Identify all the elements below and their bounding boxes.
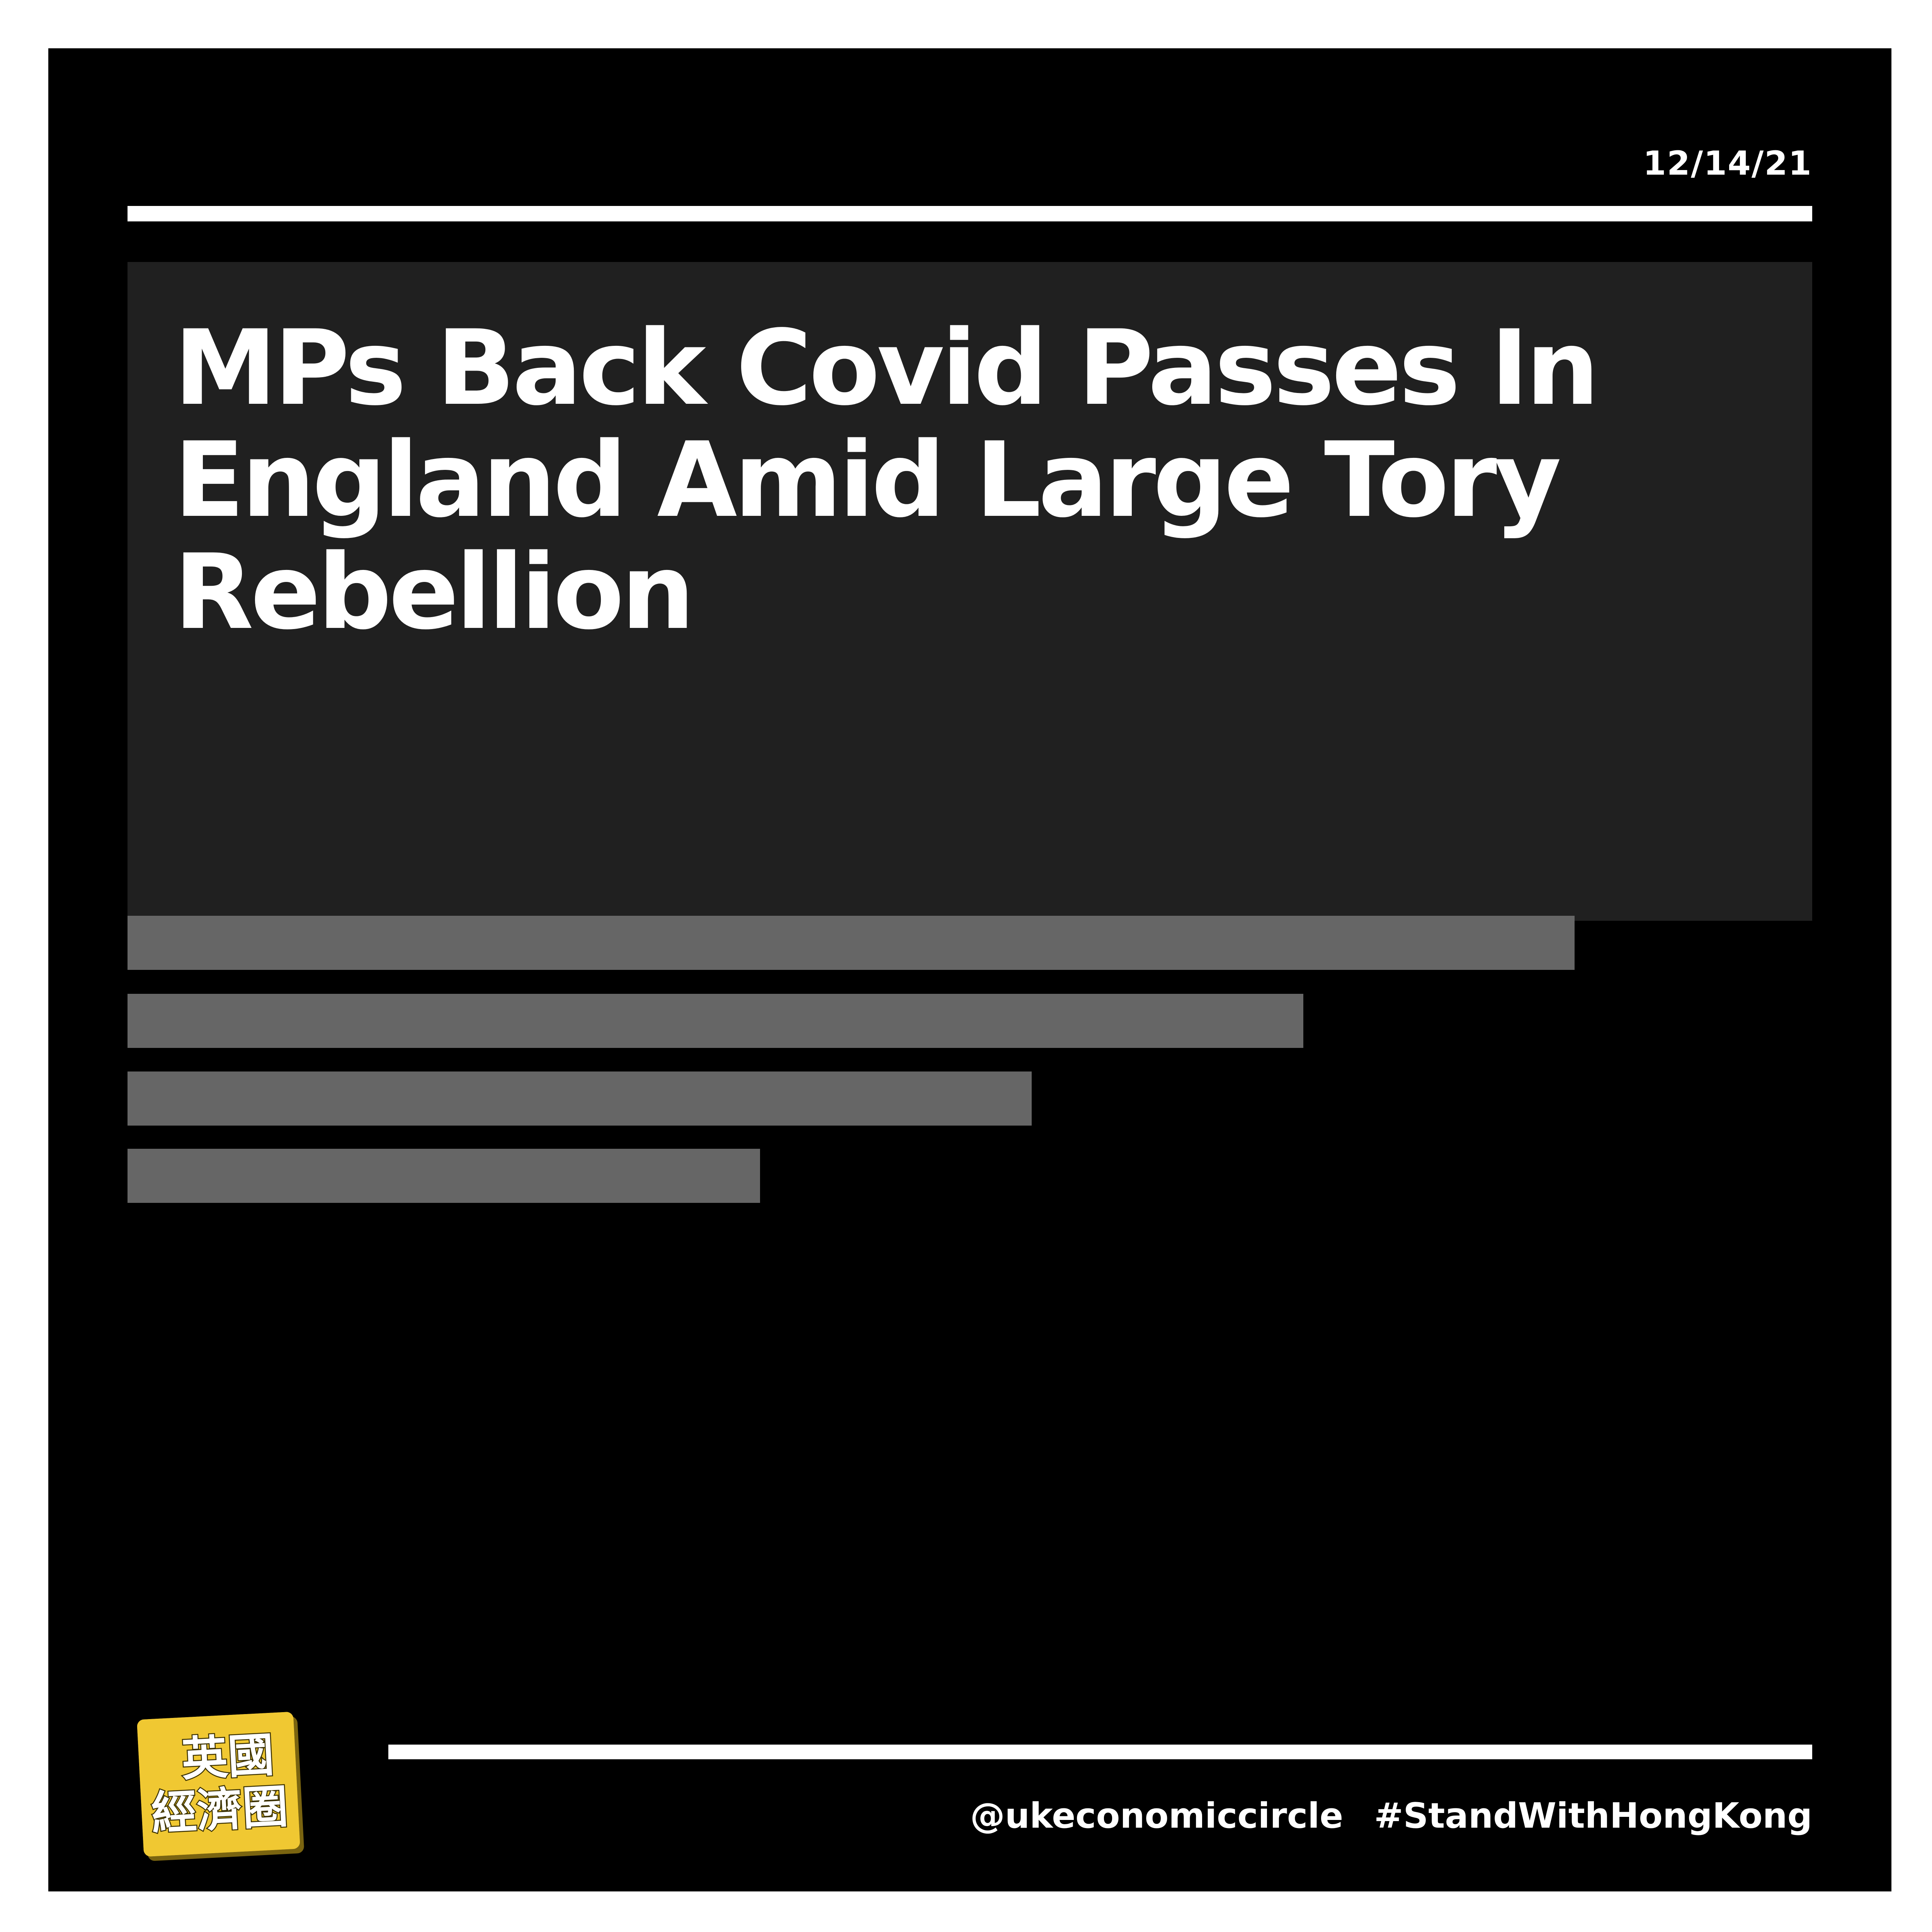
- placeholder-bar-1: [128, 916, 1575, 970]
- footer: @ukeconomiccircle #StandWithHongKong: [970, 1799, 1812, 1833]
- placeholder-bar-4: [128, 1149, 760, 1203]
- brand-logo: 英國 經濟圈: [136, 1711, 301, 1857]
- placeholder-bar-2: [128, 994, 1303, 1048]
- bottom-divider: [388, 1745, 1812, 1759]
- placeholder-bar-3: [128, 1071, 1032, 1126]
- headline: MPs Back Covid Passes In England Amid La…: [174, 308, 1599, 653]
- top-divider: [128, 206, 1812, 221]
- logo-line-1: 英國: [180, 1728, 276, 1786]
- post-date: 12/14/21: [1643, 144, 1812, 183]
- hashtag: #StandWithHongKong: [1374, 1796, 1812, 1836]
- social-handle: @ukeconomiccircle: [970, 1796, 1344, 1836]
- headline-panel: MPs Back Covid Passes In England Amid La…: [128, 262, 1812, 921]
- post-card: 12/14/21 MPs Back Covid Passes In Englan…: [48, 48, 1891, 1891]
- logo-line-2: 經濟圈: [150, 1780, 289, 1840]
